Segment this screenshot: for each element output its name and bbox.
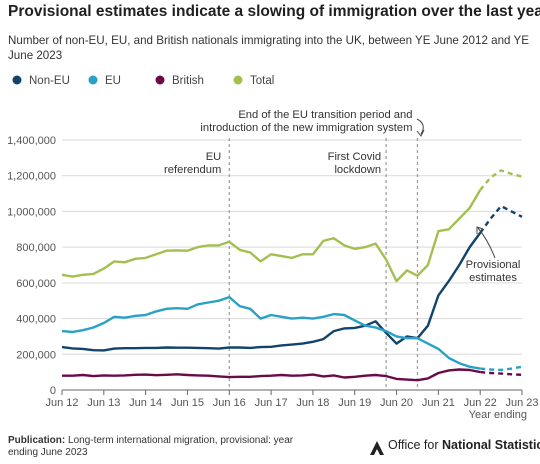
annotation-end-eu-transition: introduction of the new immigration syst… bbox=[200, 122, 412, 134]
legend-label-eu: EU bbox=[105, 75, 121, 87]
annotation-arrowhead bbox=[416, 129, 425, 137]
annotation-end-eu-transition: End of the EU transition period and bbox=[238, 109, 412, 121]
annotation-eu-referendum: EU bbox=[206, 151, 222, 163]
x-tick-label: Jun 17 bbox=[255, 397, 288, 409]
chart-title: Provisional estimates indicate a slowing… bbox=[8, 3, 540, 20]
annotation-first-covid-lockdown: First Covid bbox=[328, 151, 381, 163]
annotation-eu-referendum: referendum bbox=[164, 164, 221, 176]
x-axis-label: Year ending bbox=[469, 409, 527, 421]
legend-marker-eu bbox=[88, 75, 98, 85]
ons-wordmark: Office for National Statistics bbox=[388, 438, 540, 452]
annotation-first-covid-lockdown: lockdown bbox=[334, 164, 381, 176]
y-tick-label: 1,200,000 bbox=[7, 171, 56, 183]
x-tick-label: Jun 21 bbox=[422, 397, 455, 409]
legend-label-non-eu: Non-EU bbox=[29, 75, 70, 87]
annotation-provisional-estimates: estimates bbox=[469, 272, 517, 284]
series-line-eu bbox=[61, 295, 481, 370]
legend-marker-british bbox=[155, 75, 165, 85]
annotation-arrow bbox=[416, 118, 424, 135]
x-tick-label: Jun 16 bbox=[213, 397, 246, 409]
x-tick-label: Jun 22 bbox=[464, 397, 497, 409]
chart-subtitle: Number of non-EU, EU, and British nation… bbox=[8, 34, 529, 62]
ons-logo-icon bbox=[370, 441, 384, 455]
x-tick-label: Jun 18 bbox=[296, 397, 329, 409]
legend-label-british: British bbox=[172, 75, 204, 87]
publication-text: Long-term international migration, provi… bbox=[8, 435, 294, 458]
x-tick-label: Jun 23 bbox=[505, 397, 538, 409]
x-tick-label: Jun 20 bbox=[380, 397, 413, 409]
x-tick-label: Jun 15 bbox=[171, 397, 204, 409]
x-tick-label: Jun 19 bbox=[338, 397, 371, 409]
series-line-total bbox=[61, 189, 482, 283]
y-tick-label: 400,000 bbox=[16, 314, 56, 326]
y-tick-label: 0 bbox=[50, 385, 56, 397]
line-chart: Non-EU EU British Total 0 200,000 400,000 600,0… bbox=[7, 75, 538, 421]
x-tick-label: Jun 14 bbox=[129, 397, 162, 409]
provisional-arrowhead bbox=[476, 226, 484, 234]
legend-marker-non-eu bbox=[12, 75, 22, 85]
ons-wordmark-bold: National Statistics bbox=[441, 438, 540, 452]
y-tick-label: 1,000,000 bbox=[7, 206, 56, 218]
publication-note: Publication: Long-term international mig… bbox=[8, 435, 308, 459]
series-line-british bbox=[62, 368, 481, 382]
legend-label-total: Total bbox=[250, 75, 274, 87]
series-provisional-eu bbox=[480, 365, 523, 372]
y-tick-label: 1,400,000 bbox=[7, 135, 56, 147]
ons-wordmark-prefix: Office for bbox=[388, 438, 442, 452]
x-tick-label: Jun 12 bbox=[45, 397, 78, 409]
y-tick-label: 200,000 bbox=[16, 349, 56, 361]
publication-label: Publication: bbox=[8, 435, 66, 446]
y-tick-label: 800,000 bbox=[16, 242, 56, 254]
y-tick-label: 600,000 bbox=[16, 278, 56, 290]
series-provisional-british bbox=[480, 370, 523, 376]
series-provisional-non-eu bbox=[479, 204, 523, 234]
series-provisional-total bbox=[479, 169, 523, 191]
ons-logo: Office for National Statistics bbox=[368, 438, 540, 456]
x-tick-label: Jun 13 bbox=[87, 397, 120, 409]
annotation-provisional-estimates: Provisional bbox=[466, 259, 521, 271]
provisional-arrow bbox=[477, 227, 496, 259]
legend-marker-total bbox=[233, 75, 243, 85]
